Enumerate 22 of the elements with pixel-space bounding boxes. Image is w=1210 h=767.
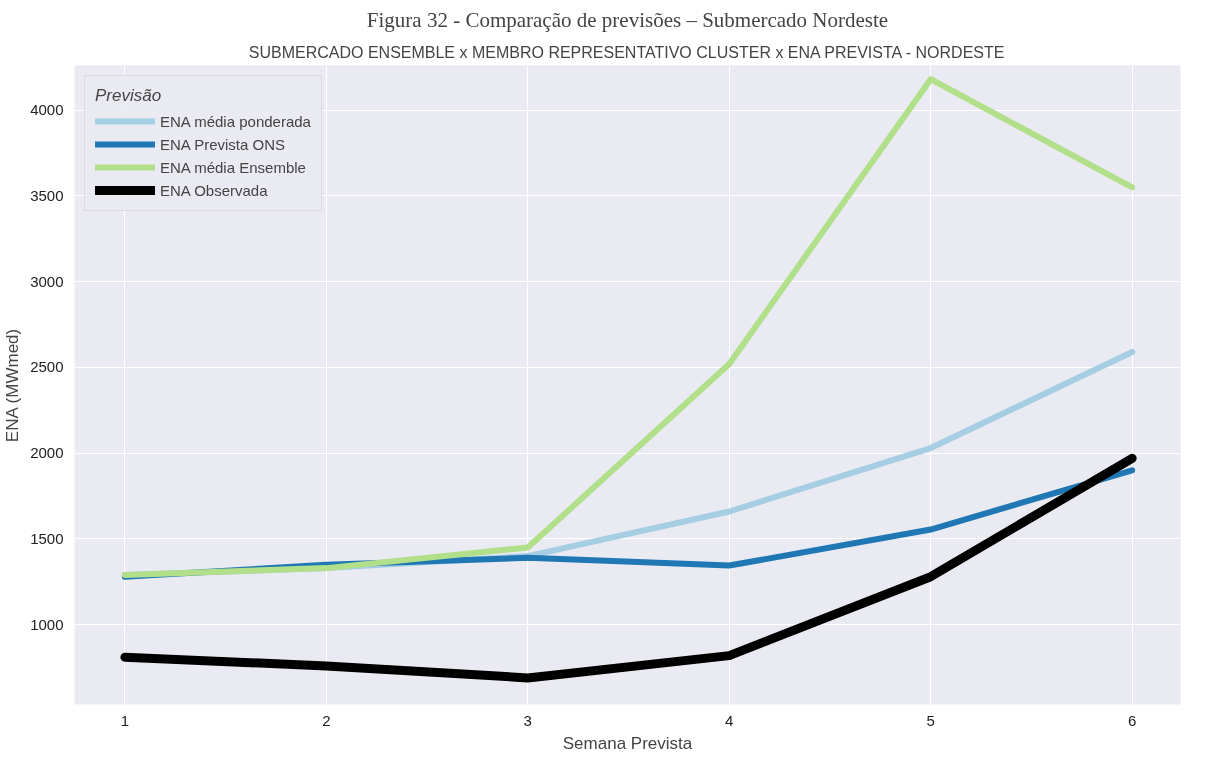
y-axis-title: ENA (MWmed) [3, 328, 23, 443]
chart-subtitle: SUBMERCADO ENSEMBLE x MEMBRO REPRESENTATIVO CLUSTER x ENA PREVISTA - NORDESTE [248, 43, 1005, 61]
x-axis-title: Semana Prevista [562, 733, 693, 753]
y-tick-label: 3000 [30, 272, 64, 290]
y-tick-label: 4000 [30, 101, 64, 119]
x-tick-label: 4 [725, 711, 734, 729]
x-tick-label: 6 [1127, 711, 1137, 729]
x-tick-label: 2 [322, 711, 331, 729]
y-tick-label: 1000 [30, 615, 64, 633]
legend-label: ENA Observada [160, 181, 268, 199]
legend-title: Previsão [95, 86, 163, 106]
chart-title: Figura 32 - Comparação de previsões – Submercado Nordeste [366, 7, 889, 32]
legend-label: ENA Prevista ONS [160, 135, 286, 153]
x-tick-label: 3 [523, 711, 532, 729]
y-tick-label: 2500 [30, 358, 64, 376]
x-tick-label: 5 [926, 711, 935, 729]
y-tick-label: 2000 [30, 444, 64, 462]
legend-label: ENA média ponderada [160, 112, 311, 130]
legend-label: ENA média Ensemble [160, 158, 306, 176]
y-tick-label: 3500 [30, 186, 64, 204]
x-tick-label: 1 [120, 711, 130, 729]
y-tick-label: 1500 [30, 529, 64, 547]
